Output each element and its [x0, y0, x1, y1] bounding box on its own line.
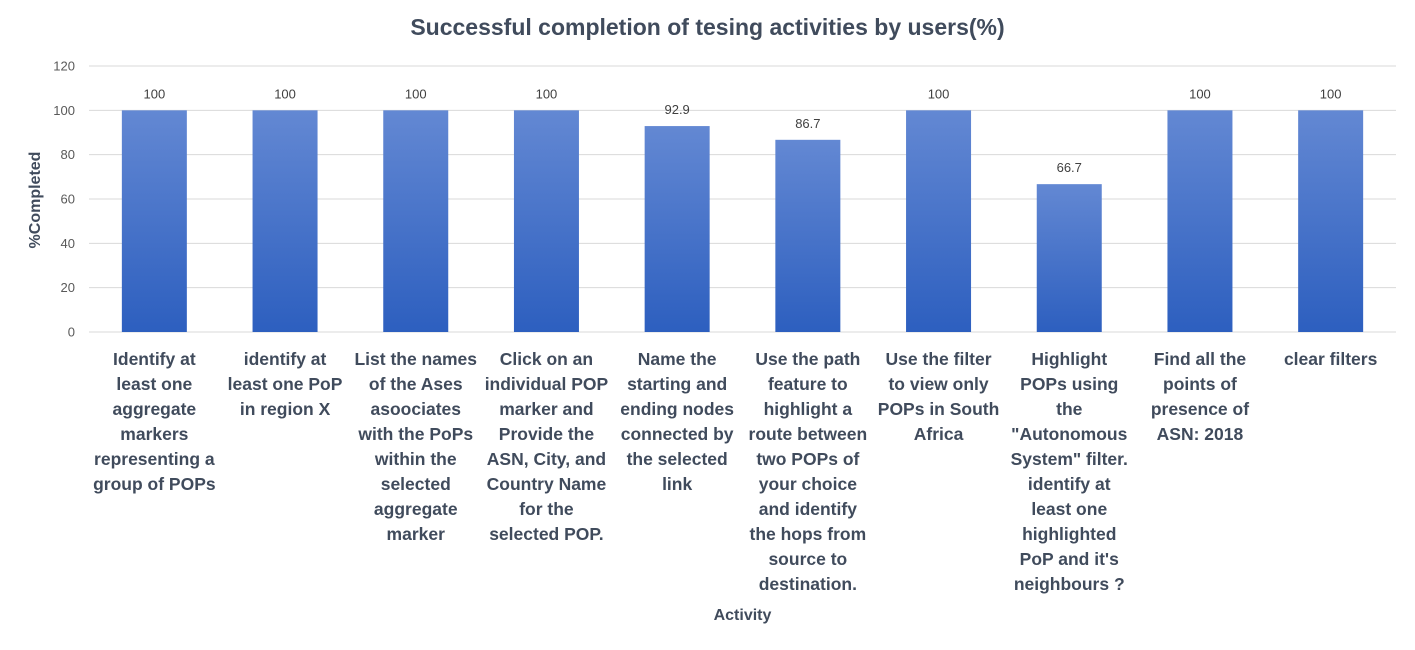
data-label: 92.9 — [664, 102, 689, 117]
bar — [1298, 110, 1364, 332]
data-label: 100 — [1189, 86, 1211, 101]
data-label: 100 — [1320, 86, 1342, 101]
data-label: 86.7 — [795, 116, 820, 131]
bar — [513, 110, 579, 332]
category-label: Name the starting and ending nodes connecte… — [620, 349, 735, 494]
data-label: 100 — [274, 86, 296, 101]
bar — [644, 126, 710, 333]
bar — [775, 139, 841, 332]
y-tick-labels: 0 20 40 60 80 100 120 — [53, 59, 75, 340]
category-label: Identify at least one aggregate markers repr… — [93, 349, 216, 494]
bar — [906, 110, 972, 332]
bar — [252, 110, 318, 332]
bar — [121, 110, 187, 332]
category-label: List the names of the Ases asoociates with … — [354, 349, 478, 544]
y-tick-label: 20 — [61, 280, 75, 295]
bar — [383, 110, 449, 332]
data-labels: 100 100 100 100 92.9 86.7 100 66.7 100 100 — [143, 86, 1341, 175]
category-label: Use the path feature to highlight a route b… — [748, 349, 868, 594]
bars — [121, 110, 1364, 333]
y-tick-label: 80 — [61, 147, 75, 162]
data-label: 100 — [405, 86, 427, 101]
category-label: clear filters — [1283, 349, 1378, 369]
y-tick-label: 0 — [68, 325, 75, 340]
category-label: Use the filter to view only POPs in South A… — [877, 349, 1000, 444]
y-tick-label: 100 — [53, 103, 75, 118]
y-tick-label: 40 — [61, 236, 75, 251]
data-label: 100 — [928, 86, 950, 101]
data-label: 100 — [536, 86, 558, 101]
bar — [1036, 184, 1102, 332]
chart-title: Successful completion of tesing activiti… — [410, 14, 1005, 40]
x-axis-label: Activity — [713, 607, 772, 624]
bar — [1167, 110, 1233, 332]
category-label: identify at least one PoP in region X — [227, 349, 343, 419]
data-label: 66.7 — [1057, 160, 1082, 175]
y-tick-label: 60 — [61, 192, 75, 207]
data-label: 100 — [143, 86, 165, 101]
category-label: Click on an individual POP marker and Provi… — [484, 349, 609, 544]
category-label: Find all the points of presence of ASN: 201… — [1150, 349, 1250, 444]
category-label: Highlight POPs using the "Autonomous System… — [1010, 349, 1128, 594]
y-tick-label: 120 — [53, 59, 75, 74]
